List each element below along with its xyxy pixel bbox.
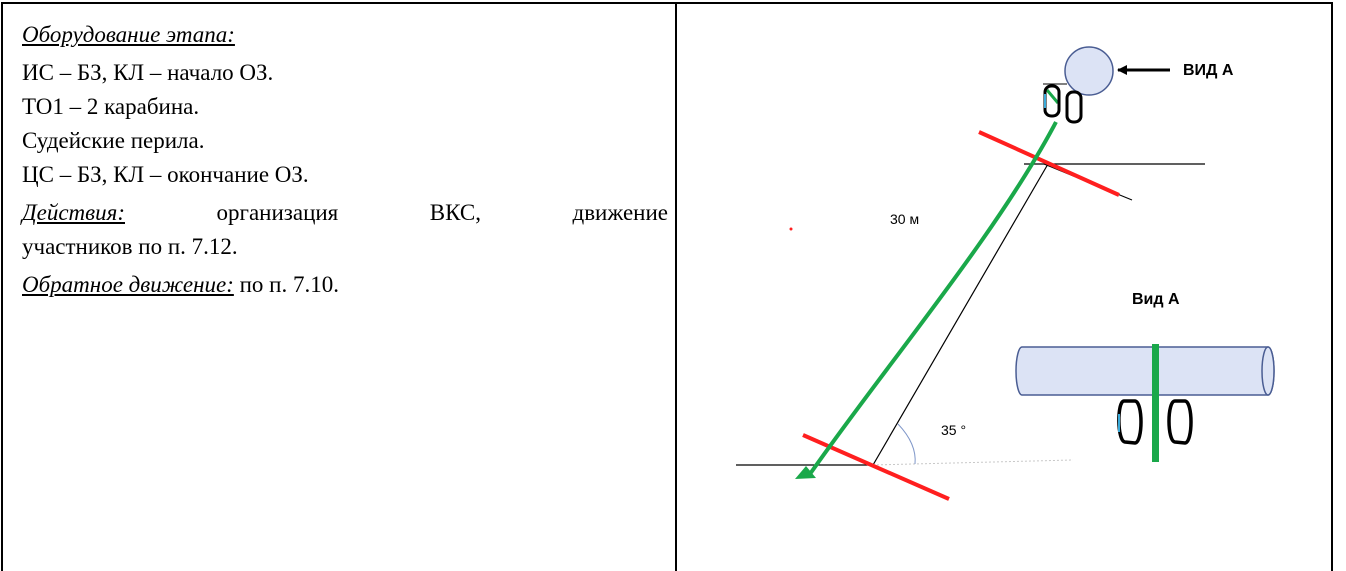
actions-continuation: участников по п. 7.12. — [22, 234, 238, 259]
view-a-rope — [1152, 344, 1159, 462]
equipment-line-rails: Судейские перила. — [22, 128, 205, 153]
equipment-line-start: ИС – БЗ, КЛ – начало ОЗ. — [22, 60, 274, 85]
length-label: 30 м — [890, 211, 919, 227]
carabiner-top-right — [1065, 90, 1083, 124]
rope-top-stub — [1045, 89, 1060, 104]
equipment-line-finish: ЦС – БЗ, КЛ – окончание ОЗ. — [22, 162, 309, 187]
actions-line: Действия: организация ВКС, движение — [22, 196, 668, 230]
equipment-heading: Оборудование этапа: — [22, 22, 235, 47]
carabiner-top-left — [1043, 84, 1061, 118]
diagram-svg: ВИД А 30 м 35 ° Вид А — [736, 46, 1275, 501]
view-a-pipe — [1015, 346, 1275, 396]
view-a-carabiner-left — [1117, 399, 1143, 445]
tree-circle — [1064, 46, 1114, 96]
slope-line-1 — [872, 163, 1049, 466]
actions-word-2: ВКС, — [429, 200, 481, 225]
view-a-title: Вид А — [1132, 291, 1180, 308]
return-heading: Обратное движение: — [22, 272, 234, 297]
rope-arrowhead — [795, 466, 816, 479]
actions-word-3: движение — [572, 200, 669, 225]
angle-reference-line — [872, 459, 1074, 466]
return-text: по п. 7.10. — [233, 272, 339, 297]
stage-description: Оборудование этапа: ИС – БЗ, КЛ – начало… — [22, 18, 668, 302]
table-divider — [675, 2, 677, 571]
bottom-zone-line — [802, 433, 950, 501]
equipment-line-to1: ТО1 – 2 карабина. — [22, 94, 200, 119]
table-border-left — [1, 2, 3, 571]
view-a-carabiner-right — [1167, 399, 1193, 445]
actions-word-1: организация — [216, 200, 339, 225]
table-border-right — [1331, 2, 1333, 571]
actions-heading: Действия: — [22, 200, 125, 225]
stage-diagram: ВИД А 30 м 35 ° Вид А — [677, 4, 1331, 571]
stray-dot — [789, 227, 793, 231]
angle-arc — [897, 423, 916, 465]
angle-label: 35 ° — [941, 422, 966, 438]
return-line: Обратное движение: по п. 7.10. — [22, 268, 668, 302]
top-zone-line — [978, 130, 1120, 197]
table-border-top — [1, 2, 1332, 4]
view-label: ВИД А — [1183, 62, 1234, 79]
rope-path — [808, 121, 1058, 476]
